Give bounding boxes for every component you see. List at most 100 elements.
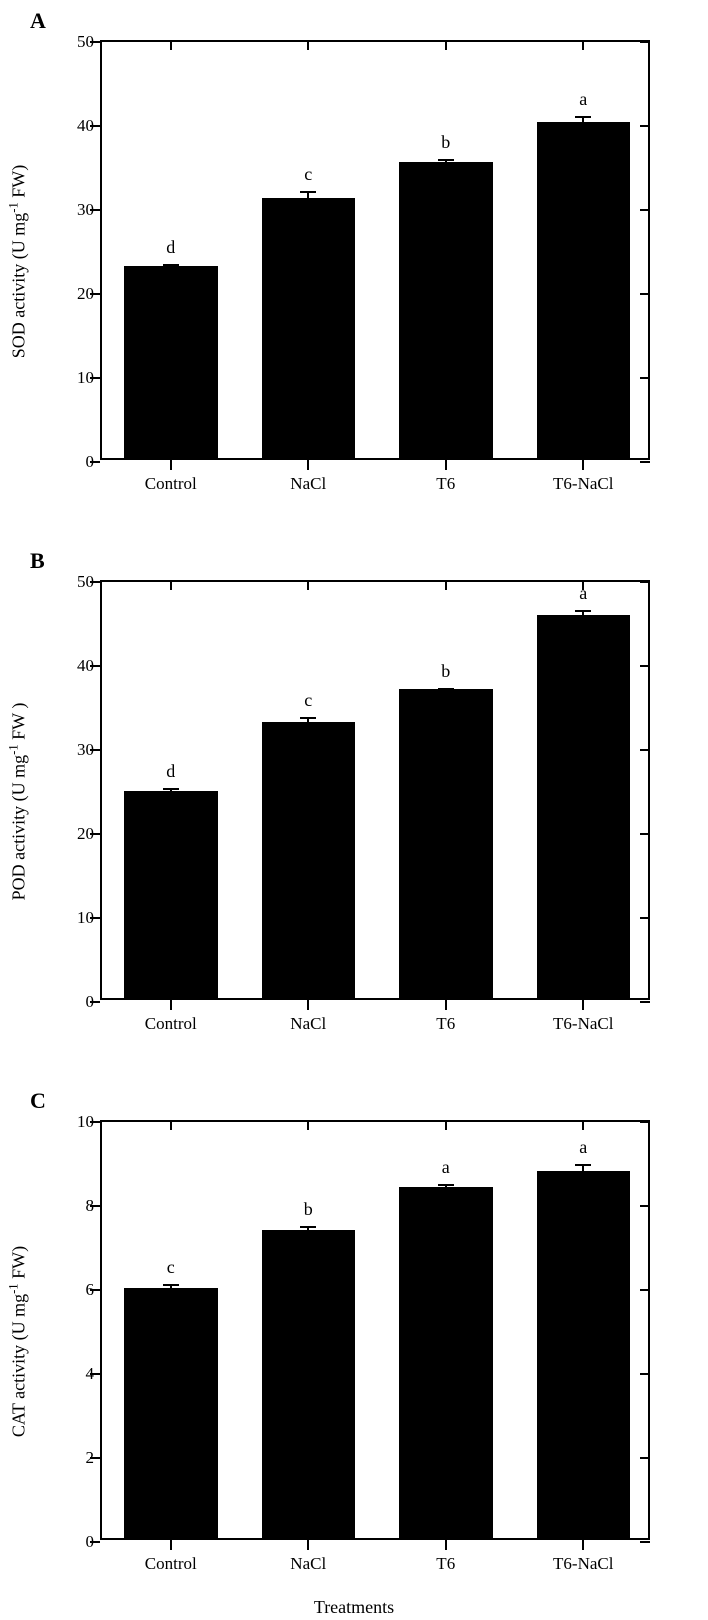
y-tick-right [640, 1205, 650, 1207]
y-tick-label: 0 [54, 1532, 94, 1552]
x-tick-top [445, 40, 447, 50]
bar [399, 689, 493, 998]
y-axis-label: POD activity (U mg-1 FW ) [7, 703, 30, 901]
x-tick [582, 1000, 584, 1010]
panel-label-A: A [30, 8, 46, 34]
error-bar [307, 192, 309, 201]
y-tick-right [640, 1289, 650, 1291]
y-tick-right [640, 125, 650, 127]
y-axis-label: SOD activity (U mg-1 FW) [7, 165, 30, 359]
y-tick-label: 40 [54, 116, 94, 136]
x-tick-top [307, 580, 309, 590]
x-tick-top [445, 580, 447, 590]
y-tick-right [640, 1121, 650, 1123]
y-tick-label: 4 [54, 1364, 94, 1384]
significance-letter: c [167, 1257, 175, 1278]
error-bar [445, 160, 447, 167]
x-tick-label: Control [145, 1554, 197, 1574]
significance-letter: a [579, 583, 587, 604]
error-cap [438, 159, 454, 161]
x-tick-label: T6 [436, 474, 455, 494]
panel-label-C: C [30, 1088, 46, 1114]
x-axis-label: Treatments [314, 1597, 394, 1618]
panel-B: B 01020304050ControldNaClcT6bT6-NaCla POD … [0, 540, 708, 1080]
x-tick [170, 460, 172, 470]
significance-letter: a [579, 89, 587, 110]
y-tick-label: 2 [54, 1448, 94, 1468]
x-tick-top [170, 40, 172, 50]
y-tick-label: 20 [54, 284, 94, 304]
significance-letter: a [442, 1157, 450, 1178]
x-tick-label: T6 [436, 1014, 455, 1034]
x-tick-label: T6-NaCl [553, 1554, 613, 1574]
x-tick [307, 460, 309, 470]
significance-letter: c [304, 164, 312, 185]
plot-area-B: 01020304050ControldNaClcT6bT6-NaCla [100, 580, 650, 1000]
significance-letter: c [304, 690, 312, 711]
y-tick-right [640, 377, 650, 379]
significance-letter: b [441, 661, 450, 682]
y-tick-right [640, 833, 650, 835]
x-tick [445, 460, 447, 470]
error-cap [163, 1284, 179, 1286]
error-bar [582, 1165, 584, 1174]
bar [124, 791, 218, 998]
x-tick-label: T6-NaCl [553, 474, 613, 494]
error-cap [163, 264, 179, 266]
x-tick-label: Control [145, 1014, 197, 1034]
y-tick-right [640, 581, 650, 583]
bar [537, 1171, 631, 1539]
x-tick-top [582, 40, 584, 50]
y-axis-label: CAT activity (U mg-1 FW) [7, 1246, 30, 1437]
x-tick [582, 1540, 584, 1550]
x-tick [445, 1000, 447, 1010]
x-tick-label: Control [145, 474, 197, 494]
error-bar [582, 611, 584, 619]
x-tick-top [170, 580, 172, 590]
x-tick-top [170, 1120, 172, 1130]
bar [124, 1288, 218, 1538]
error-cap [575, 116, 591, 118]
bar [399, 1187, 493, 1538]
significance-letter: b [304, 1199, 313, 1220]
plot-area-C: 0246810ControlcNaClbT6aT6-NaCla [100, 1120, 650, 1540]
bar [124, 266, 218, 458]
y-tick-label: 30 [54, 740, 94, 760]
significance-letter: d [166, 237, 175, 258]
bar [262, 198, 356, 458]
significance-letter: d [166, 761, 175, 782]
x-tick-top [307, 40, 309, 50]
error-bar [307, 718, 309, 726]
error-cap [300, 717, 316, 719]
error-cap [438, 1184, 454, 1186]
x-tick [170, 1540, 172, 1550]
x-tick [307, 1000, 309, 1010]
y-tick-right [640, 1457, 650, 1459]
panel-label-B: B [30, 548, 45, 574]
x-tick-top [445, 1120, 447, 1130]
panels-container: A 01020304050ControldNaClcT6bT6-NaCla SOD … [0, 0, 708, 1620]
error-cap [575, 610, 591, 612]
significance-letter: a [579, 1137, 587, 1158]
plot-area-A: 01020304050ControldNaClcT6bT6-NaCla [100, 40, 650, 460]
y-tick-right [640, 1541, 650, 1543]
error-bar [170, 1285, 172, 1292]
y-tick-right [640, 41, 650, 43]
x-tick [307, 1540, 309, 1550]
y-tick-right [640, 209, 650, 211]
panel-A: A 01020304050ControldNaClcT6bT6-NaCla SOD … [0, 0, 708, 540]
x-tick-top [307, 1120, 309, 1130]
error-cap [300, 1226, 316, 1228]
y-tick-label: 0 [54, 992, 94, 1012]
x-tick-top [582, 1120, 584, 1130]
bar [537, 615, 631, 998]
bar [399, 162, 493, 458]
significance-letter: b [441, 132, 450, 153]
bar [262, 722, 356, 998]
x-tick [445, 1540, 447, 1550]
y-tick-label: 30 [54, 200, 94, 220]
error-bar [307, 1227, 309, 1234]
panel-C: C 0246810ControlcNaClbT6aT6-NaCla CAT acti… [0, 1080, 708, 1620]
y-tick-label: 6 [54, 1280, 94, 1300]
error-bar [582, 117, 584, 126]
